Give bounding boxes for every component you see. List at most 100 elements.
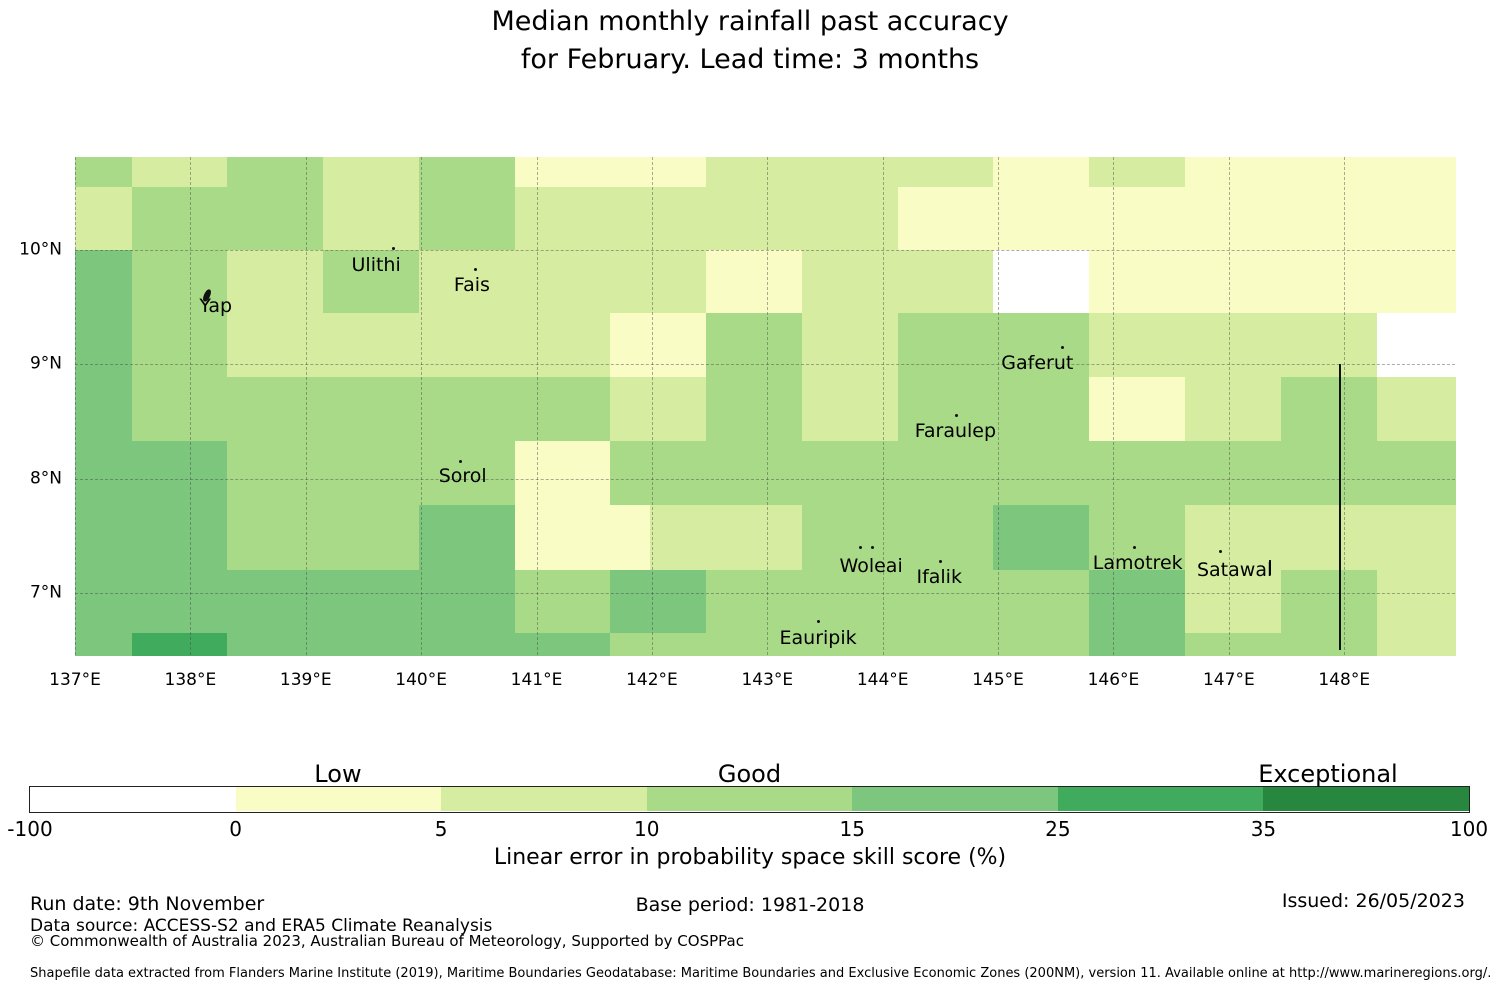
map-gridline xyxy=(651,157,653,655)
map-cell xyxy=(801,570,899,634)
map-cell xyxy=(75,157,133,188)
map-cell xyxy=(1089,249,1186,314)
map-cell xyxy=(1185,157,1282,188)
map-cell xyxy=(1376,312,1456,378)
colorbar-segment xyxy=(1057,787,1264,811)
map-cell xyxy=(75,633,133,656)
map-cell xyxy=(1185,570,1282,634)
x-tick-label: 142°E xyxy=(626,670,678,690)
map-cell xyxy=(706,186,803,251)
island-marker xyxy=(473,267,477,271)
map-cell xyxy=(227,440,324,506)
map-cell xyxy=(75,249,133,314)
island-label: Woleai xyxy=(839,554,903,577)
island-label: Satawal xyxy=(1196,559,1273,582)
map-cell xyxy=(418,312,516,378)
y-tick-label: 10°N xyxy=(19,239,62,260)
map-cell xyxy=(514,633,611,656)
x-tick-label: 145°E xyxy=(972,670,1024,690)
map-cell xyxy=(418,570,516,634)
map-cell xyxy=(323,157,420,188)
x-tick-label: 139°E xyxy=(279,670,332,690)
map-cell xyxy=(1089,633,1186,656)
map-cell xyxy=(801,157,899,188)
map-cell xyxy=(514,312,611,378)
eez-boundary-line xyxy=(1269,559,1272,575)
map-gridline xyxy=(421,157,423,655)
x-tick-label: 146°E xyxy=(1087,670,1140,690)
map-cell xyxy=(1185,633,1282,656)
map-cell xyxy=(1376,376,1456,442)
colorbar-category-label: Low xyxy=(314,760,362,788)
island-label: Eauripik xyxy=(779,626,857,649)
issued-date-text: Issued: 26/05/2023 xyxy=(1281,890,1465,912)
map-cell xyxy=(514,249,611,314)
map-gridline xyxy=(882,157,884,655)
map-cell xyxy=(514,570,611,634)
map-gridline xyxy=(190,157,192,655)
map-cell xyxy=(1376,440,1456,506)
map-cell xyxy=(418,186,516,251)
map-cell xyxy=(227,505,324,571)
map-cell xyxy=(131,570,228,634)
page-title-line2: for February. Lead time: 3 months xyxy=(520,44,980,75)
colorbar-segment xyxy=(441,787,647,811)
x-tick-label: 141°E xyxy=(510,670,563,690)
map-cell xyxy=(323,633,420,656)
map-cell xyxy=(418,633,516,656)
map-cell xyxy=(993,249,1090,314)
map-cell xyxy=(1185,312,1282,378)
map-cell xyxy=(897,157,995,188)
map-cell xyxy=(323,570,420,634)
colorbar-tick-label: 25 xyxy=(1045,817,1071,841)
map-cell xyxy=(227,186,324,251)
island-marker xyxy=(870,545,874,549)
map-cell xyxy=(993,376,1090,442)
map-cell xyxy=(610,249,707,314)
map-cell xyxy=(514,440,611,506)
island-label: Lamotrek xyxy=(1092,552,1183,575)
map-cell xyxy=(1089,505,1186,571)
island-marker xyxy=(955,414,959,418)
map-cell xyxy=(323,505,420,571)
colorbar-segment xyxy=(30,787,236,811)
map-cell xyxy=(227,570,324,634)
map-cell xyxy=(1089,440,1186,506)
map-cell xyxy=(227,312,324,378)
map-gridline xyxy=(75,364,1455,366)
map-cell xyxy=(131,312,228,378)
island-label: Yap xyxy=(199,294,233,317)
island-label: Gaferut xyxy=(1001,352,1074,375)
map-cell xyxy=(610,440,707,506)
map-cell xyxy=(610,312,707,378)
map-cell xyxy=(897,249,995,314)
map-cell xyxy=(75,376,133,442)
x-tick-label: 143°E xyxy=(741,670,794,690)
map-cell xyxy=(418,440,516,506)
map-gridline xyxy=(1344,157,1346,655)
map-cell xyxy=(1089,312,1186,378)
colorbar-segment xyxy=(646,787,853,811)
map-cell xyxy=(1280,312,1378,378)
map-gridline xyxy=(1113,157,1115,655)
shapefile-attribution-text: Shapefile data extracted from Flanders M… xyxy=(30,966,1492,981)
map-cell xyxy=(706,249,803,314)
map-cell xyxy=(323,440,420,506)
map-cell xyxy=(1089,570,1186,634)
x-tick-label: 144°E xyxy=(856,670,909,690)
island-marker xyxy=(816,620,820,624)
map-cell xyxy=(706,376,803,442)
map-cell xyxy=(610,505,650,571)
map-cell xyxy=(227,157,324,188)
map-gridline xyxy=(536,157,538,655)
island-marker xyxy=(391,247,395,251)
map-cell xyxy=(1185,249,1282,314)
map-cell xyxy=(131,157,228,188)
map-cell xyxy=(706,633,803,656)
map-cell xyxy=(610,376,707,442)
x-tick-label: 137°E xyxy=(49,670,101,690)
y-tick-label: 7°N xyxy=(29,582,62,603)
map-cell xyxy=(131,633,228,656)
map-gridline xyxy=(75,249,1455,251)
map-cell xyxy=(227,376,324,442)
